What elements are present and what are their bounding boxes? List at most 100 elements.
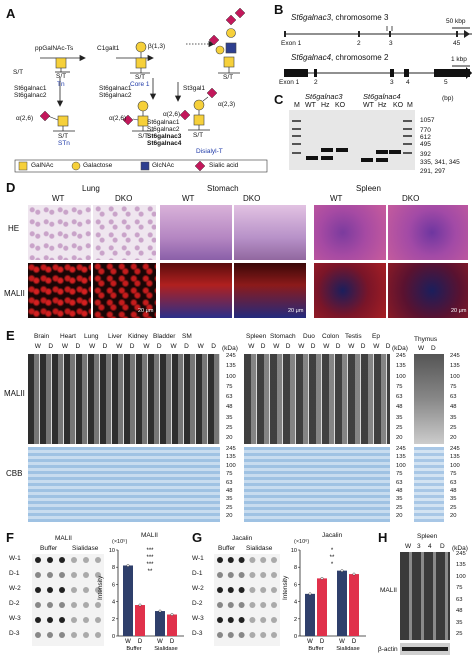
dot-spot (83, 557, 89, 563)
dot-spot (260, 632, 267, 638)
y-tick-label: 2 (112, 617, 115, 623)
e-tissue-kidney: Kidney (128, 333, 148, 340)
dot-spot (35, 557, 41, 563)
spleen-dko: DKO (402, 194, 420, 203)
dot-spot (83, 632, 89, 638)
malii-lung-wt (28, 263, 91, 318)
malii-stomach-wt (160, 263, 232, 318)
wd-lane-label: W (143, 343, 150, 350)
thymus-d: D (431, 345, 436, 352)
st-label-core1: S/T (135, 74, 146, 81)
g-dot-blot (214, 554, 280, 646)
malii-lung-dko (93, 263, 156, 318)
wd-lane-label: D (260, 343, 266, 350)
enz-stn-1: St6galnac1 (14, 85, 47, 92)
wd-lane-label: W (248, 343, 255, 350)
dot-spot (83, 572, 89, 578)
mw-marker-label: 75 (450, 471, 457, 478)
dot-spot (95, 587, 101, 593)
bar (317, 578, 327, 636)
mw-marker-label: 135 (226, 454, 236, 461)
malii-stomach-dko (234, 263, 306, 318)
panel-c-label: C (274, 92, 284, 107)
enz-di-4: St6galnac4 (147, 140, 182, 147)
st-label-stn: S/T (58, 133, 69, 140)
dot-spot (71, 632, 77, 638)
e-tissue-heart: Heart (60, 333, 76, 340)
mw-marker-label: 20 (450, 435, 457, 441)
gene4-title: St6galnac4, chromosome 2 (291, 53, 389, 62)
mw-markers-cbb-thymus: 245 135 100 75 63 48 35 25 20 (446, 446, 464, 522)
mw-marker-label: 245 (226, 446, 236, 452)
y-tick-label: 0 (294, 634, 297, 640)
stn-name: STn (58, 140, 70, 147)
cbb-gel-2 (244, 447, 390, 522)
x-tick-label: D (138, 639, 143, 645)
gene3-map (284, 26, 472, 38)
bar (349, 574, 359, 636)
h-tissue: Spleen (417, 533, 438, 540)
h-lane-2: 3 (417, 543, 421, 550)
mw-marker-label: 100 (396, 373, 406, 380)
gel-marker-2: 770 (420, 127, 431, 134)
mw-marker-label: 25 (226, 504, 233, 511)
dot-spot (238, 602, 245, 608)
y-tick-label: 6 (294, 582, 297, 588)
mw-marker-label: 35 (450, 496, 457, 503)
wd-lane-label: D (360, 343, 366, 350)
significance-marker: * (331, 562, 334, 568)
dot-row-label: D-2 (9, 600, 20, 607)
scalebar-spleen: 20 μm (451, 308, 467, 314)
e-tissue-colon: Colon (322, 333, 339, 340)
wd-lane-label: W (89, 343, 96, 350)
dot-spot (59, 602, 65, 608)
mw-marker-label: 245 (396, 446, 406, 452)
mw-marker-label: 63 (396, 479, 403, 486)
wd-lane-label: D (310, 343, 316, 350)
wd-lane-label: W (348, 343, 355, 350)
dot-row-label: D-2 (192, 600, 203, 607)
dot-spot (217, 632, 223, 638)
gel-marker-5: 392 (420, 151, 431, 158)
mw-marker-label: 48 (450, 404, 457, 411)
g-exp: (×10⁶) (294, 539, 310, 545)
dot-spot (59, 587, 65, 593)
x-tick-label: D (170, 639, 175, 645)
enz-di-1: St6galnac1 (147, 119, 180, 126)
f-sialidase: Sialidase (72, 545, 99, 552)
dot-spot (35, 602, 41, 608)
mw-marker-label: 75 (226, 383, 233, 390)
wd-lane-label: D (156, 343, 162, 350)
group-label: Buffer (308, 646, 323, 652)
wd-lane-label: D (184, 343, 189, 350)
dot-spot (238, 587, 245, 593)
f-dot-blot (32, 554, 104, 646)
mw-markers-malii-1: 245 135 100 75 63 48 35 25 20 (222, 353, 240, 444)
gel-lane-2: WT (305, 102, 316, 109)
he-stomach-wt (160, 205, 232, 260)
dot-spot (260, 617, 267, 623)
cbb-gel-thymus (414, 447, 444, 522)
bar-point (352, 572, 356, 576)
gel-lane-7: KO (393, 102, 404, 109)
mw-marker-label: 100 (226, 462, 236, 469)
panel-e-label: E (6, 328, 15, 343)
dot-spot (227, 572, 234, 578)
dot-spot (35, 632, 41, 638)
h-lane-4: D (440, 543, 445, 550)
enz-st-left-2: St6galnac2 (99, 92, 132, 99)
bar (155, 611, 165, 636)
spleen-wt: WT (330, 194, 343, 203)
disialyl-t-name: Disialyl-T (196, 148, 223, 155)
dot-spot (260, 587, 267, 593)
significance-marker: ** (148, 569, 153, 575)
dot-row-label: D-3 (192, 630, 203, 637)
tissue-spleen: Spleen (356, 184, 381, 193)
bar (135, 605, 145, 636)
e-row-malii: MALII (4, 389, 25, 398)
dot-spot (217, 617, 223, 623)
y-tick-label: 8 (294, 565, 297, 571)
mw-marker-label: 135 (450, 454, 460, 461)
